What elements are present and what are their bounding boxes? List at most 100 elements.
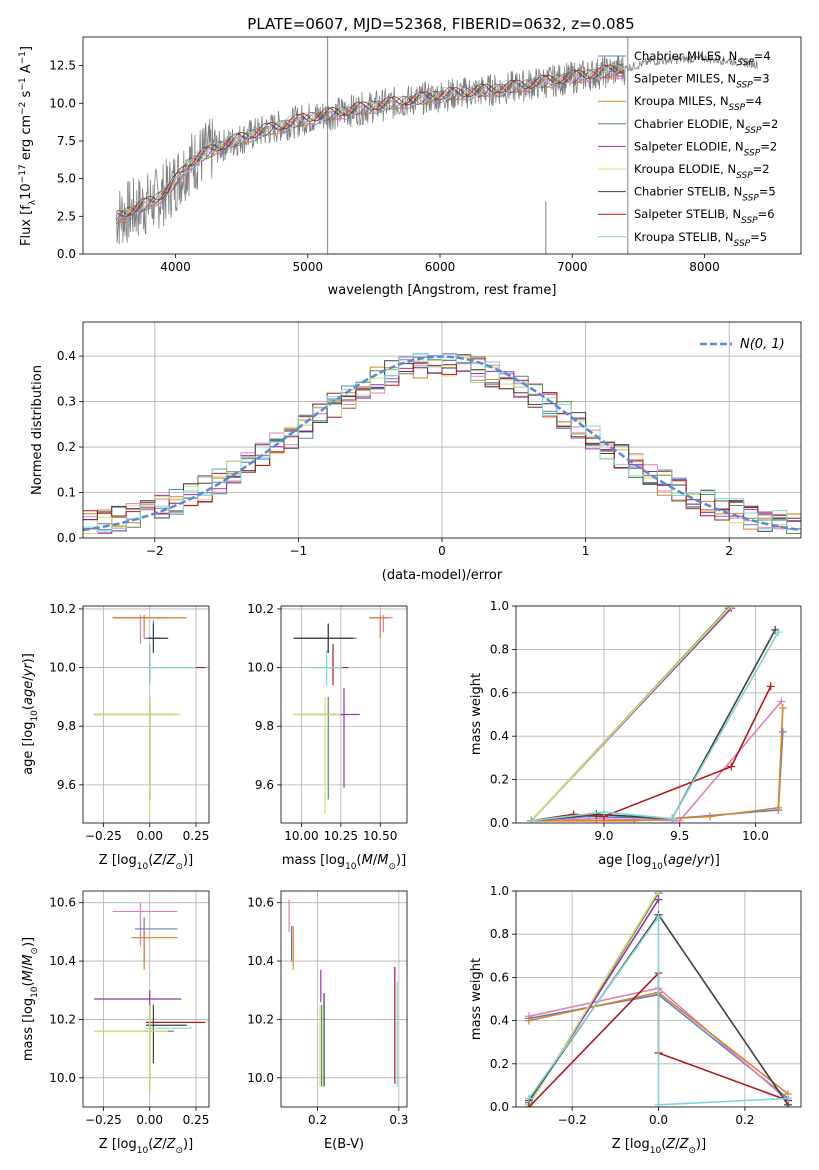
plus-marker xyxy=(668,814,677,823)
plus-marker xyxy=(774,803,783,812)
x-tick-label: 0.2 xyxy=(735,1113,754,1127)
y-tick-label: 10.2 xyxy=(247,602,274,616)
y-tick-label: 0.2 xyxy=(490,1057,509,1071)
y-tick-label: 10.6 xyxy=(49,896,76,910)
y-tick-label: 1.0 xyxy=(490,599,509,613)
histogram-ticks: −2 −1 0 1 2 0.0 0.1 0.2 0.3 0.4 xyxy=(57,349,733,558)
x-tick-label: 10.0 xyxy=(742,829,769,843)
mw-z-ylabel: mass weight xyxy=(469,958,484,1040)
mass-vs-ebv-panel: 0.2 0.3 10.0 10.2 10.4 10.6 E(B-V) xyxy=(247,890,408,1152)
plus-marker xyxy=(630,816,639,823)
y-tick-label: 0.6 xyxy=(490,970,509,984)
mass-ebv-xlabel: E(B-V) xyxy=(324,1137,364,1152)
x-tick-label: −1 xyxy=(290,544,308,558)
plus-marker xyxy=(527,816,536,823)
y-tick-label: 0.0 xyxy=(57,531,76,545)
x-tick-label: −0.2 xyxy=(558,1113,587,1127)
histogram-legend: N(0, 1) xyxy=(700,337,785,352)
legend-label: Chabrier STELIB, NSSP=5 xyxy=(634,185,776,204)
y-tick-label: 0.4 xyxy=(490,729,509,743)
y-tick-label: 0.3 xyxy=(57,395,76,409)
plus-marker xyxy=(654,895,663,904)
mw-age-frame xyxy=(515,605,802,824)
x-tick-label: 2 xyxy=(725,544,733,558)
mass-z-ticks: −0.25 0.00 0.25 10.0 10.2 10.4 10.6 xyxy=(49,896,209,1127)
histogram-xlabel: (data-model)/error xyxy=(382,568,503,583)
y-tick-label: 0.0 xyxy=(57,247,76,261)
y-tick-label: 10.4 xyxy=(49,954,76,968)
plus-marker xyxy=(774,628,783,637)
legend-label: Kroupa ELODIE, NSSP=2 xyxy=(634,162,770,181)
plus-marker xyxy=(727,762,736,771)
legend-label: Chabrier ELODIE, NSSP=2 xyxy=(634,117,778,136)
x-tick-label: 9.0 xyxy=(594,829,613,843)
plus-marker xyxy=(524,1103,533,1107)
plus-marker xyxy=(569,810,578,819)
model-spectrum-line xyxy=(115,64,625,216)
y-tick-label: 9.6 xyxy=(57,778,76,792)
mw-z-xlabel: Z [log10(Z/Z⊙)] xyxy=(612,1137,706,1156)
x-tick-label: −0.25 xyxy=(85,829,122,843)
mass-weight-series xyxy=(530,606,732,822)
x-tick-label: 10.25 xyxy=(324,829,358,843)
mass-z-ylabel: mass [log10(M/M⊙)] xyxy=(21,937,40,1061)
normal-legend-label: N(0, 1) xyxy=(740,337,785,352)
y-tick-label: 10.0 xyxy=(247,661,274,675)
plus-marker xyxy=(599,808,608,817)
x-tick-label: 10.50 xyxy=(363,829,397,843)
x-tick-label: 4000 xyxy=(160,260,191,274)
y-tick-label: 10.0 xyxy=(49,96,76,110)
plus-marker xyxy=(654,891,663,895)
x-tick-label: 0.25 xyxy=(183,829,210,843)
x-tick-label: 0 xyxy=(438,544,446,558)
y-tick-label: 0.0 xyxy=(490,1100,509,1114)
legend-label: Kroupa STELIB, NSSP=5 xyxy=(634,230,767,249)
age-vs-mass-panel: 10.00 10.25 10.50 9.6 9.8 10.0 10.2 mass [log1… xyxy=(247,602,408,872)
x-tick-label: 9.5 xyxy=(670,829,689,843)
y-tick-label: 0.1 xyxy=(57,486,76,500)
plus-marker xyxy=(727,606,736,610)
y-tick-label: 10.2 xyxy=(49,602,76,616)
age-z-plot-area xyxy=(83,606,209,823)
plus-marker xyxy=(592,810,601,819)
mass-weight-series xyxy=(531,707,784,822)
x-tick-label: −0.25 xyxy=(85,1113,122,1127)
x-tick-label: 0.00 xyxy=(136,829,163,843)
age-mass-ticks: 10.00 10.25 10.50 9.6 9.8 10.0 10.2 xyxy=(247,602,397,843)
mw-age-plot-area xyxy=(516,606,801,823)
age-mass-plot-area xyxy=(281,606,407,823)
plus-marker xyxy=(777,697,786,706)
legend-label: Chabrier MILES, NSSP=4 xyxy=(634,49,771,68)
y-tick-label: 10.2 xyxy=(247,1012,274,1026)
age-z-ylabel: age [log10(age/yr)] xyxy=(21,653,40,775)
y-tick-label: 5.0 xyxy=(57,172,76,186)
age-z-frame xyxy=(82,605,210,824)
mw-age-xlabel: age [log10(age/yr)] xyxy=(598,853,720,872)
plus-marker xyxy=(524,1016,533,1025)
spectrum-ticks: 4000 5000 6000 7000 8000 0.0 2.5 5.0 7.5 10.0 12.5 xyxy=(49,59,719,274)
mw-z-ticks: −0.2 0.0 0.2 0.0 0.2 0.4 0.6 0.8 1.0 xyxy=(490,884,755,1127)
model-spectrum-line xyxy=(115,64,624,216)
plus-marker xyxy=(524,1094,533,1103)
age-mass-xlabel: mass [log10(M/M⊙)] xyxy=(282,853,406,872)
x-tick-label: 1 xyxy=(582,544,590,558)
y-tick-label: 0.6 xyxy=(490,686,509,700)
mass-weight-series xyxy=(531,629,776,822)
spectrum-frame xyxy=(82,36,802,255)
age-vs-metallicity-panel: −0.25 0.00 0.25 9.6 9.8 10.0 10.2 Z [log10(Z/Z… xyxy=(21,602,210,872)
mass-weight-series xyxy=(528,914,789,1106)
y-tick-label: 10.4 xyxy=(247,954,274,968)
model-spectrum-line xyxy=(115,63,624,225)
age-z-xlabel: Z [log10(Z/Z⊙)] xyxy=(99,853,193,872)
mass-weight-vs-age-panel: 9.0 9.5 10.0 0.0 0.2 0.4 0.6 0.8 1.0 age [log10(… xyxy=(469,599,802,872)
spectrum-panel: 4000 5000 6000 7000 8000 0.0 2.5 5.0 7.5 10.0 12.5… xyxy=(18,36,802,298)
plus-marker xyxy=(778,727,787,736)
mw-z-plot-area xyxy=(516,891,801,1107)
x-tick-label: 8000 xyxy=(689,260,720,274)
mass-weight-series xyxy=(531,700,782,822)
legend-label: Salpeter MILES, NSSP=3 xyxy=(634,72,770,91)
histogram-ylabel: Normed distribution xyxy=(30,365,45,495)
x-tick-label: 0.3 xyxy=(389,1113,408,1127)
mass-weight-series xyxy=(531,685,772,822)
